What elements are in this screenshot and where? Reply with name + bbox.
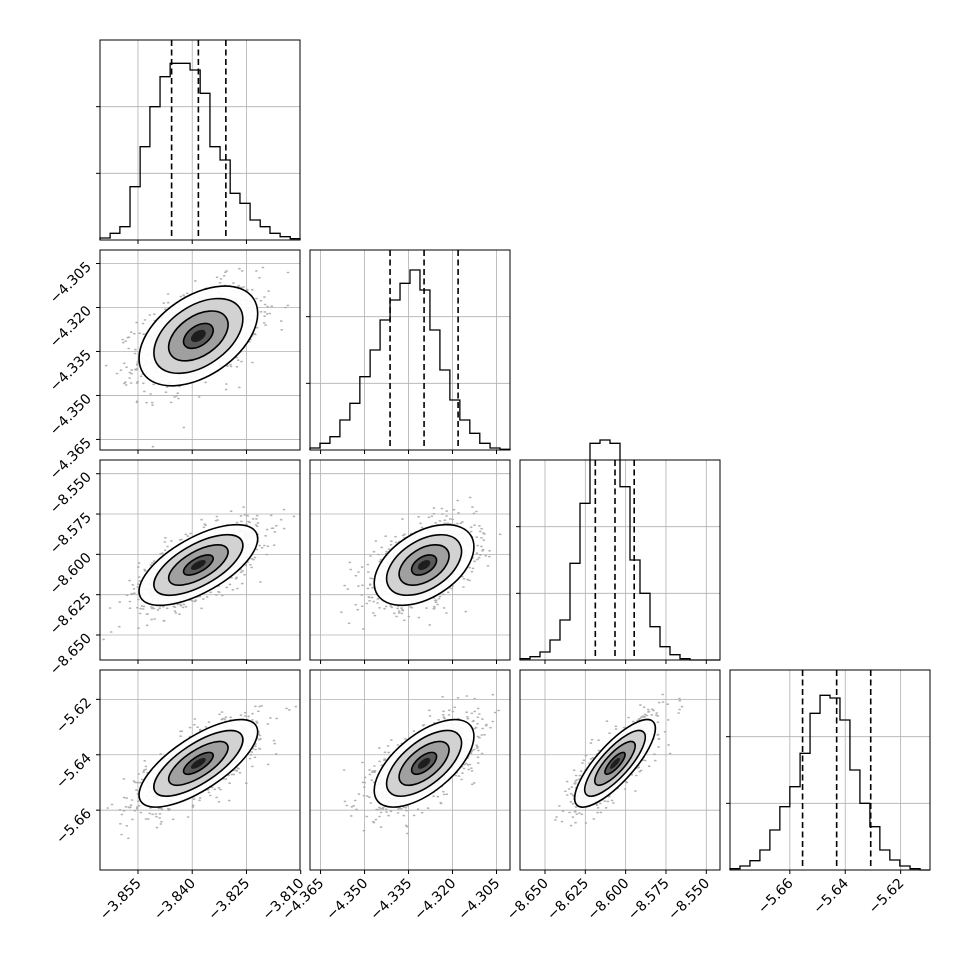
histogram-panel-2 (516, 439, 721, 661)
xtick-label-0-1: −3.840 (151, 876, 199, 924)
contour-1-3-3 (373, 718, 475, 808)
xtick-label-3-1: −5.64 (810, 875, 852, 917)
contour-2-3-3 (573, 718, 657, 808)
contour-1-3-1 (398, 740, 450, 787)
xtick-label-1-3: −4.320 (411, 876, 459, 924)
density-panel-0-2 (99, 459, 301, 661)
contour-0-3-3 (138, 718, 259, 808)
histogram-1 (309, 269, 511, 450)
xtick-label-0-2: −3.825 (205, 876, 253, 924)
contour-1-3-2 (385, 729, 463, 797)
xtick-label-1-2: −4.335 (367, 876, 415, 924)
contour-1-3-0 (410, 751, 438, 776)
xtick-label-2-4: −8.550 (665, 876, 713, 924)
xtick-label-2-3: −8.575 (625, 876, 673, 924)
ytick-label-3-0: −5.66 (53, 806, 95, 848)
density-frame-1-2 (309, 459, 511, 661)
contour-0-1-3 (138, 285, 259, 387)
contour-0-1-1 (167, 310, 229, 362)
density-fill-0-3-4 (190, 757, 206, 769)
contour-2-3-2 (583, 729, 647, 797)
contour-0-1-0 (182, 322, 215, 350)
density-frame-1-3 (309, 669, 511, 871)
density-fill-2-3-4 (609, 757, 621, 769)
histogram-3 (729, 694, 930, 871)
histogram-frame-2 (519, 459, 721, 661)
xtick-label-1-4: −4.305 (455, 876, 503, 924)
contour-1-2-3 (373, 523, 475, 607)
ytick-label-2-1: −8.625 (47, 590, 95, 638)
density-frame-0-1 (99, 249, 301, 451)
density-frame-0-3 (99, 669, 301, 871)
contour-0-2-2 (153, 533, 244, 597)
density-panel-0-1 (99, 249, 301, 451)
xtick-label-1-1: −4.350 (323, 876, 371, 924)
contour-0-3-0 (182, 751, 215, 776)
histogram-panel-0 (96, 39, 301, 241)
ytick-label-1-1: −4.350 (47, 391, 95, 439)
xtick-label-2-1: −8.625 (544, 876, 592, 924)
density-content-0-2 (100, 460, 300, 660)
density-panel-2-3 (519, 669, 721, 871)
ytick-label-2-3: −8.575 (47, 510, 95, 558)
contour-2-3-0 (604, 751, 626, 776)
density-panel-1-3 (309, 669, 511, 871)
histogram-panel-1 (306, 249, 511, 451)
ytick-label-1-2: −4.335 (47, 347, 95, 395)
histogram-frame-1 (309, 249, 511, 451)
density-content-1-3 (310, 670, 510, 870)
density-fill-0-2-4 (190, 559, 206, 571)
ytick-label-2-0: −8.650 (47, 631, 95, 679)
contour-0-3-1 (167, 740, 229, 787)
ytick-label-1-4: −4.305 (47, 259, 95, 307)
ytick-label-2-2: −8.600 (47, 550, 95, 598)
histogram-frame-0 (99, 39, 301, 241)
contour-0-1-2 (153, 297, 244, 375)
contour-0-3-2 (153, 729, 244, 797)
contour-1-2-1 (398, 544, 450, 586)
density-content-0-1 (100, 250, 300, 450)
density-panel-1-2 (309, 459, 511, 661)
density-content-0-3 (100, 670, 300, 870)
ytick-label-3-2: −5.62 (53, 695, 95, 737)
contour-1-2-2 (385, 533, 463, 597)
histogram-frame-3 (729, 669, 931, 871)
density-frame-2-3 (519, 669, 721, 871)
density-frame-0-2 (99, 459, 301, 661)
ytick-label-3-1: −5.64 (53, 750, 95, 792)
contour-2-3-1 (594, 740, 636, 787)
density-panel-0-3 (99, 669, 301, 871)
density-fill-1-2-4 (417, 559, 431, 571)
histogram-0 (99, 62, 301, 240)
histogram-panel-3 (726, 669, 931, 871)
histogram-2 (519, 439, 720, 661)
xtick-label-2-0: −8.650 (504, 876, 552, 924)
xtick-label-3-0: −5.66 (755, 875, 797, 917)
xtick-label-3-2: −5.62 (866, 876, 908, 918)
contour-0-2-1 (167, 544, 229, 586)
density-content-1-2 (310, 460, 510, 660)
contour-0-2-0 (182, 554, 215, 576)
xtick-label-0-0: −3.855 (97, 876, 145, 924)
contour-1-2-0 (410, 554, 438, 576)
density-fill-1-3-4 (417, 757, 431, 769)
contour-0-2-3 (138, 523, 259, 607)
ytick-label-1-3: −4.320 (47, 303, 95, 351)
density-fill-0-1-4 (190, 329, 206, 343)
density-content-2-3 (520, 670, 720, 870)
xtick-label-2-2: −8.600 (585, 876, 633, 924)
